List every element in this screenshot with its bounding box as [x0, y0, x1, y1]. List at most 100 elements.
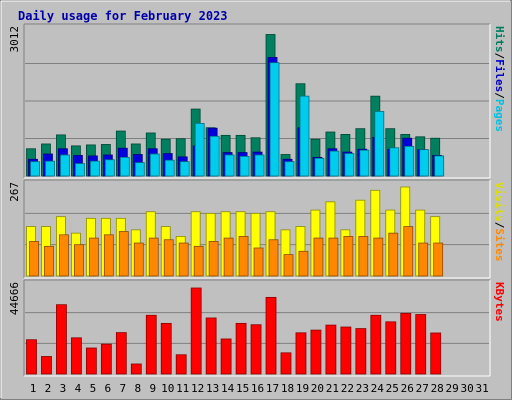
bar-sites-day-1 — [29, 240, 39, 277]
bar-pages-day-28 — [434, 155, 445, 177]
bar-pages-day-11 — [179, 161, 190, 177]
x-tick-label: 18 — [281, 382, 294, 395]
bar-sites-day-20 — [313, 237, 324, 277]
x-tick-label: 27 — [416, 382, 429, 395]
bar-pages-day-10 — [164, 159, 175, 177]
x-tick-label: 10 — [161, 382, 174, 395]
bar-kbytes-day-3 — [56, 304, 67, 375]
bar-sites-day-12 — [193, 245, 204, 277]
right-legend-3: KBytes — [493, 282, 506, 322]
x-tick-label: 13 — [206, 382, 219, 395]
bar-pages-day-4 — [75, 163, 85, 177]
bar-pages-day-26 — [404, 145, 415, 177]
bar-pages-day-8 — [134, 162, 145, 177]
bar-sites-day-27 — [418, 242, 429, 277]
bar-pages-day-22 — [344, 153, 355, 177]
bar-kbytes-day-27 — [415, 314, 427, 375]
x-tick-label: 3 — [60, 382, 67, 395]
bar-pages-day-21 — [329, 150, 340, 177]
legend-entry: Hits — [493, 26, 506, 53]
bar-sites-day-7 — [118, 231, 129, 277]
x-tick-label: 11 — [176, 382, 189, 395]
bar-sites-day-17 — [268, 239, 279, 277]
legend-entry: / — [493, 92, 506, 99]
bar-kbytes-day-16 — [250, 324, 262, 375]
bar-sites-day-5 — [88, 237, 99, 277]
bar-pages-day-2 — [45, 160, 55, 177]
x-tick-label: 25 — [386, 382, 399, 395]
bar-pages-day-23 — [359, 149, 370, 177]
x-tick-label: 8 — [134, 382, 141, 395]
x-tick-label: 20 — [311, 382, 324, 395]
bar-pages-day-19 — [299, 95, 310, 177]
bar-kbytes-day-10 — [160, 322, 172, 375]
bar-sites-day-10 — [163, 239, 174, 277]
bar-pages-day-6 — [104, 159, 115, 177]
x-tick-label: 28 — [431, 382, 444, 395]
bar-sites-day-28 — [433, 242, 444, 277]
bar-sites-day-2 — [44, 245, 54, 277]
bar-sites-day-8 — [133, 242, 144, 277]
legend-entry: Visits — [493, 182, 506, 222]
bar-kbytes-day-6 — [100, 343, 112, 375]
bar-kbytes-day-7 — [115, 332, 127, 375]
bar-kbytes-day-26 — [400, 312, 412, 375]
bar-pages-day-14 — [224, 154, 235, 177]
bar-sites-day-19 — [298, 250, 309, 277]
bar-pages-day-15 — [239, 155, 250, 177]
x-tick-label: 21 — [326, 382, 339, 395]
legend-entry: / — [493, 222, 506, 229]
bar-kbytes-day-23 — [355, 328, 367, 375]
x-tick-label: 29 — [446, 382, 459, 395]
bar-kbytes-day-22 — [340, 326, 352, 375]
x-tick-label: 23 — [356, 382, 369, 395]
bar-pages-day-20 — [314, 157, 325, 177]
bar-pages-day-27 — [419, 149, 430, 177]
bar-sites-day-26 — [403, 226, 414, 277]
bar-sites-day-3 — [59, 234, 69, 277]
bar-pages-day-1 — [30, 161, 40, 177]
bar-kbytes-day-20 — [310, 329, 322, 375]
bar-sites-day-14 — [223, 237, 234, 277]
bar-pages-day-16 — [254, 154, 265, 177]
bar-pages-day-18 — [284, 161, 295, 177]
bar-sites-day-25 — [388, 232, 399, 277]
bar-kbytes-day-25 — [385, 321, 397, 375]
bar-sites-day-16 — [253, 247, 264, 277]
right-legend-1: Hits/Files/Pages — [493, 26, 506, 132]
bar-sites-day-6 — [103, 234, 114, 277]
x-tick-label: 31 — [475, 382, 488, 395]
y-max-label: 3012 — [8, 26, 21, 53]
bar-pages-day-9 — [149, 153, 160, 177]
bar-pages-day-24 — [374, 111, 385, 177]
x-tick-label: 22 — [341, 382, 354, 395]
bar-kbytes-day-15 — [235, 322, 247, 375]
bar-pages-day-25 — [389, 147, 400, 177]
bar-pages-day-3 — [60, 154, 70, 177]
bar-kbytes-day-18 — [280, 352, 292, 375]
x-tick-label: 24 — [371, 382, 385, 395]
y-max-label: 267 — [8, 182, 21, 202]
bar-pages-day-12 — [194, 123, 205, 177]
x-tick-label: 12 — [191, 382, 204, 395]
x-tick-label: 1 — [30, 382, 37, 395]
bar-sites-day-21 — [328, 237, 339, 277]
bar-sites-day-18 — [283, 254, 294, 277]
legend-entry: KBytes — [493, 282, 506, 322]
x-tick-label: 19 — [296, 382, 309, 395]
bar-kbytes-day-14 — [220, 338, 232, 375]
x-tick-label: 15 — [236, 382, 249, 395]
bar-kbytes-day-4 — [71, 337, 82, 375]
bar-sites-day-11 — [178, 242, 189, 277]
bar-sites-day-15 — [238, 236, 249, 277]
x-tick-label: 14 — [221, 382, 235, 395]
x-tick-label: 16 — [251, 382, 264, 395]
bar-kbytes-day-1 — [26, 339, 37, 375]
chart-title: Daily usage for February 2023 — [18, 9, 228, 23]
bar-kbytes-day-17 — [265, 296, 277, 375]
bar-sites-day-9 — [148, 237, 159, 277]
right-legend-2: Visits/Sites — [493, 182, 506, 262]
bar-sites-day-22 — [343, 236, 354, 277]
bar-kbytes-day-24 — [370, 314, 382, 375]
